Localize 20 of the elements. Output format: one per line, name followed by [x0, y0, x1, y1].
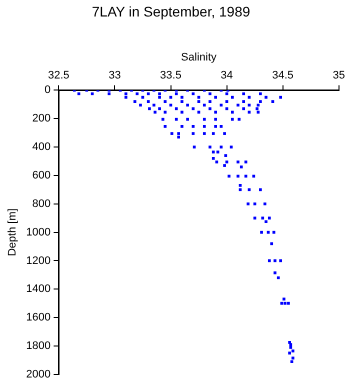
- y-tick-label: 600: [32, 169, 51, 182]
- x-tick-label: 34.5: [272, 70, 294, 82]
- y-tick-label: 1600: [26, 312, 51, 324]
- x-tick-label: 34: [220, 70, 233, 82]
- x-tick-label: 35: [332, 70, 346, 82]
- chart-title: 7LAY in September, 1989: [92, 3, 250, 20]
- y-tick-label: 800: [32, 198, 51, 210]
- y-tick-label: 1400: [26, 283, 51, 296]
- y-axis-title: Depth [m]: [6, 208, 19, 256]
- y-tick-label: 1000: [26, 226, 51, 238]
- x-tick-label: 32.5: [48, 70, 70, 82]
- y-tick-label: 1200: [26, 254, 51, 267]
- x-axis-title: Salinity: [181, 51, 217, 64]
- x-tick-label: 33.5: [160, 70, 182, 82]
- y-tick-label: 400: [32, 141, 51, 154]
- y-tick-label: 2000: [26, 368, 51, 380]
- y-tick-label: 1800: [26, 340, 51, 352]
- x-tick-label: 33: [108, 70, 121, 82]
- y-tick-label: 200: [32, 112, 51, 125]
- y-tick-label: 0: [44, 84, 51, 96]
